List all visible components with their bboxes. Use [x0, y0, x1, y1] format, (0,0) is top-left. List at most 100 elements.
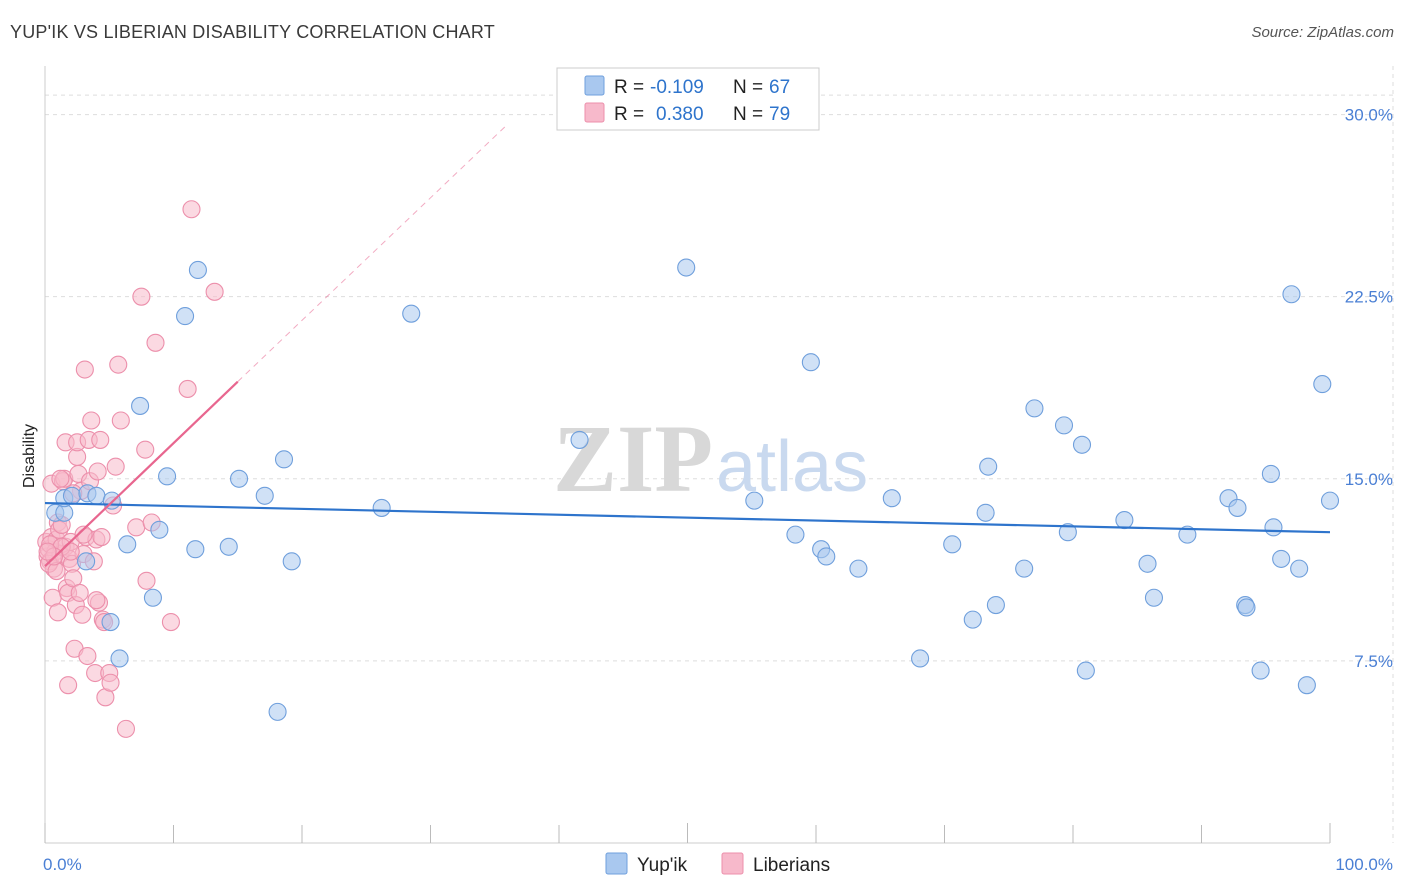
legend-label-liberians: Liberians	[753, 855, 830, 876]
yupik-point	[882, 489, 901, 508]
watermark-atlas: atlas	[716, 427, 868, 507]
liberians-point	[205, 282, 224, 301]
liberians-point	[106, 457, 125, 476]
yupik-point	[186, 540, 205, 559]
yupik-point	[986, 595, 1005, 615]
yupik-point	[677, 258, 696, 277]
yupik-point	[1058, 523, 1077, 542]
yupik-point	[372, 498, 391, 517]
yupik-point	[1272, 549, 1291, 568]
yupik-point	[268, 702, 287, 721]
yupik-point	[1228, 498, 1247, 517]
yupik-point	[943, 535, 962, 554]
yupik-point	[1313, 375, 1332, 394]
legend-n-value-liberians: 79	[769, 104, 790, 125]
liberians-point	[116, 719, 136, 738]
legend-n-label: N =	[733, 104, 763, 125]
yupik-point	[1178, 525, 1197, 544]
legend-n-value-yupik: 67	[769, 77, 790, 98]
legend-swatch-liberians	[584, 102, 605, 123]
x-tick-labels: 0.0% 100.0%	[43, 855, 1393, 874]
yupik-trend-line	[44, 501, 1331, 534]
trend-lines	[44, 123, 1331, 567]
yupik-point	[979, 457, 998, 476]
yupik-point	[110, 649, 129, 668]
yupik-point	[77, 552, 96, 571]
legend-r-value-liberians: 0.380	[656, 104, 704, 125]
yupik-point	[143, 588, 162, 607]
yupik-point	[274, 450, 294, 469]
y-tick-labels: 7.5% 15.0% 22.5% 30.0%	[1345, 106, 1393, 671]
legend-swatch-yupik	[584, 75, 605, 96]
liberians-point	[74, 525, 93, 544]
legend-swatch-yupik	[605, 852, 628, 875]
axes	[44, 66, 1331, 844]
yupik-point	[817, 547, 836, 566]
yupik-point	[150, 520, 169, 539]
yupik-point	[101, 612, 120, 632]
gridlines	[45, 66, 1394, 843]
legend-series: Yup'ik Liberians	[605, 852, 830, 876]
legend-swatch-liberians	[721, 852, 744, 875]
y-tick-label: 15.0%	[1345, 470, 1393, 489]
liberians-point	[182, 200, 201, 219]
liberians-point	[109, 355, 128, 374]
yupik-point	[963, 610, 982, 629]
liberians-point	[88, 462, 107, 481]
liberians-point	[136, 440, 155, 459]
yupik-point	[1320, 491, 1340, 510]
yupik-point	[1054, 416, 1074, 435]
yupik-point	[176, 307, 195, 326]
yupik-point	[1251, 661, 1270, 680]
legend-r-label: R =	[614, 104, 644, 125]
yupik-point	[1297, 676, 1316, 695]
liberians-point	[127, 518, 146, 537]
yupik-point	[1290, 559, 1309, 578]
legend-n-label: N =	[733, 77, 763, 98]
liberians-point	[38, 542, 57, 561]
yupik-point	[849, 559, 868, 578]
liberians-trend-extension	[237, 123, 508, 383]
x-tick-label: 100.0%	[1335, 855, 1393, 874]
liberians-point	[101, 673, 120, 692]
yupik-point	[87, 486, 106, 505]
liberians-point	[75, 360, 94, 379]
liberians-point	[161, 612, 180, 632]
yupik-point	[1138, 554, 1157, 573]
yupik-point	[1115, 511, 1134, 530]
yupik-point	[1261, 464, 1280, 483]
liberians-trend-line	[44, 380, 239, 567]
yupik-points	[46, 258, 1340, 721]
liberians-point	[87, 591, 106, 610]
liberians-point	[78, 646, 97, 666]
liberians-point	[137, 571, 156, 590]
liberians-point	[51, 469, 70, 488]
liberians-point	[91, 430, 110, 449]
yupik-point	[1025, 399, 1044, 418]
yupik-point	[402, 304, 421, 323]
liberians-point	[73, 605, 92, 624]
yupik-point	[158, 467, 177, 486]
liberians-point	[92, 528, 111, 547]
yupik-point	[229, 469, 249, 488]
source-label: Source: ZipAtlas.com	[1251, 24, 1394, 41]
y-tick-label: 7.5%	[1354, 652, 1393, 671]
yupik-point	[1015, 559, 1034, 578]
yupik-point	[976, 503, 995, 522]
liberians-point	[70, 583, 89, 602]
yupik-point	[911, 649, 930, 668]
liberians-point	[48, 603, 67, 622]
yupik-point	[255, 486, 274, 505]
liberians-point	[146, 333, 165, 352]
liberians-point	[61, 542, 80, 561]
y-tick-label: 22.5%	[1345, 288, 1393, 307]
y-axis-title: Disability	[21, 424, 38, 488]
liberians-point	[178, 379, 197, 398]
legend-r-label: R =	[614, 77, 644, 98]
yupik-point	[62, 486, 82, 505]
yupik-point	[786, 525, 805, 544]
yupik-point	[188, 260, 207, 280]
yupik-point	[282, 552, 301, 571]
chart-title: YUP'IK VS LIBERIAN DISABILITY CORRELATIO…	[10, 22, 495, 42]
